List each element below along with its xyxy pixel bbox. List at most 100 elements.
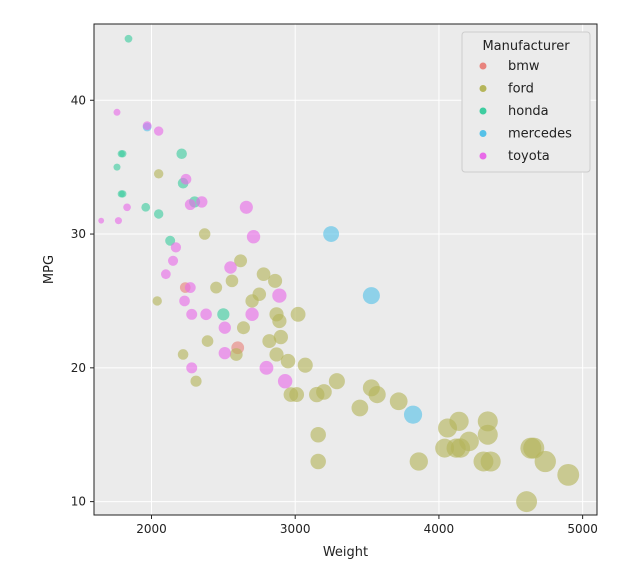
data-point-toyota (160, 269, 171, 280)
data-point-ford (153, 169, 164, 179)
data-point-ford (534, 450, 556, 473)
data-point-toyota (170, 242, 182, 253)
data-point-mercedes (323, 226, 340, 242)
data-point-ford (289, 387, 305, 403)
data-point-ford (280, 353, 296, 369)
data-point-toyota (218, 346, 231, 360)
data-point-toyota (246, 230, 261, 244)
data-point-toyota (179, 295, 190, 307)
data-point-ford (328, 373, 345, 390)
data-point-ford (256, 267, 271, 282)
data-point-ford (262, 334, 277, 349)
data-point-honda (124, 34, 133, 43)
data-point-toyota (114, 217, 122, 225)
data-point-ford (310, 453, 326, 470)
data-point-ford (201, 335, 214, 347)
data-point-honda (141, 202, 151, 212)
data-point-toyota (224, 261, 237, 274)
x-tick-label: 2000 (136, 522, 167, 536)
legend-marker-honda (479, 107, 487, 115)
data-point-toyota (277, 373, 293, 389)
legend-items: bmw ford honda mercedes toyota (479, 59, 572, 164)
x-tick-label: 5000 (567, 522, 598, 536)
data-point-ford (449, 411, 469, 432)
data-point-ford (351, 399, 369, 417)
data-point-toyota (239, 200, 253, 214)
data-point-toyota (123, 203, 131, 212)
data-point-toyota (153, 126, 164, 136)
legend-label-mercedes: mercedes (508, 127, 572, 142)
data-point-honda (119, 150, 127, 158)
data-point-toyota (98, 217, 105, 224)
data-point-honda (165, 235, 176, 246)
legend-label-bmw: bmw (508, 59, 540, 74)
data-point-ford (290, 306, 306, 322)
data-point-ford (557, 463, 580, 486)
data-point-ford (310, 426, 326, 443)
legend: Manufacturer bmw ford honda mercedes toyota (461, 31, 591, 173)
legend-title: Manufacturer (482, 39, 570, 54)
y-tick-label: 30 (71, 227, 86, 241)
data-point-toyota (186, 362, 198, 374)
data-point-toyota (167, 255, 179, 266)
legend-label-honda: honda (508, 104, 549, 119)
data-point-honda (113, 163, 121, 171)
x-tick-label: 4000 (424, 522, 455, 536)
data-point-ford (198, 228, 211, 240)
data-point-ford (252, 287, 267, 302)
data-point-ford (190, 375, 202, 387)
data-point-ford (210, 281, 223, 294)
data-point-toyota (184, 282, 196, 294)
data-point-ford (268, 273, 283, 288)
y-axis-label: MPG (42, 255, 57, 284)
data-point-mercedes (362, 287, 380, 305)
data-point-ford (236, 321, 250, 335)
data-point-mercedes (403, 405, 423, 424)
data-point-ford (273, 329, 288, 345)
data-point-toyota (142, 121, 152, 131)
data-point-ford (229, 348, 243, 361)
data-point-toyota (184, 199, 196, 211)
data-point-ford (389, 392, 408, 411)
data-point-toyota (113, 108, 121, 116)
plot-frame (93, 23, 598, 516)
y-tick-label: 10 (71, 495, 86, 509)
legend-label-toyota: toyota (508, 149, 550, 164)
data-point-ford (234, 254, 248, 268)
data-point-ford (269, 347, 284, 362)
data-point-ford (272, 313, 287, 329)
axis-ticks: 2000 3000 4000 5000 10 20 30 40 (71, 93, 598, 536)
data-point-toyota (186, 308, 198, 320)
legend-label-ford: ford (508, 82, 534, 97)
legend-marker-toyota (479, 152, 487, 160)
data-points (98, 34, 580, 513)
data-point-ford (480, 451, 501, 472)
legend-marker-ford (479, 85, 487, 92)
y-tick-label: 20 (71, 361, 86, 375)
data-point-ford (152, 296, 162, 306)
data-point-ford (177, 349, 189, 360)
data-point-ford (409, 452, 428, 471)
x-tick-label: 3000 (280, 522, 311, 536)
data-point-toyota (259, 360, 274, 375)
data-point-honda (217, 308, 230, 321)
data-point-toyota (245, 307, 259, 321)
data-point-toyota (200, 308, 212, 321)
legend-marker-bmw (479, 62, 487, 70)
legend-marker-mercedes (479, 130, 487, 137)
data-point-ford (225, 274, 239, 288)
data-point-toyota (272, 288, 287, 303)
data-point-honda (153, 209, 164, 219)
data-point-toyota (196, 196, 208, 208)
data-point-honda (176, 148, 187, 160)
data-point-ford (368, 385, 386, 404)
data-point-ford (477, 424, 498, 445)
data-point-ford (297, 357, 313, 373)
legend-box (461, 31, 591, 173)
data-point-honda (119, 190, 127, 198)
data-point-ford (516, 491, 538, 513)
data-point-ford (459, 431, 479, 452)
x-axis-label: Weight (323, 545, 368, 560)
data-point-toyota (218, 321, 231, 334)
